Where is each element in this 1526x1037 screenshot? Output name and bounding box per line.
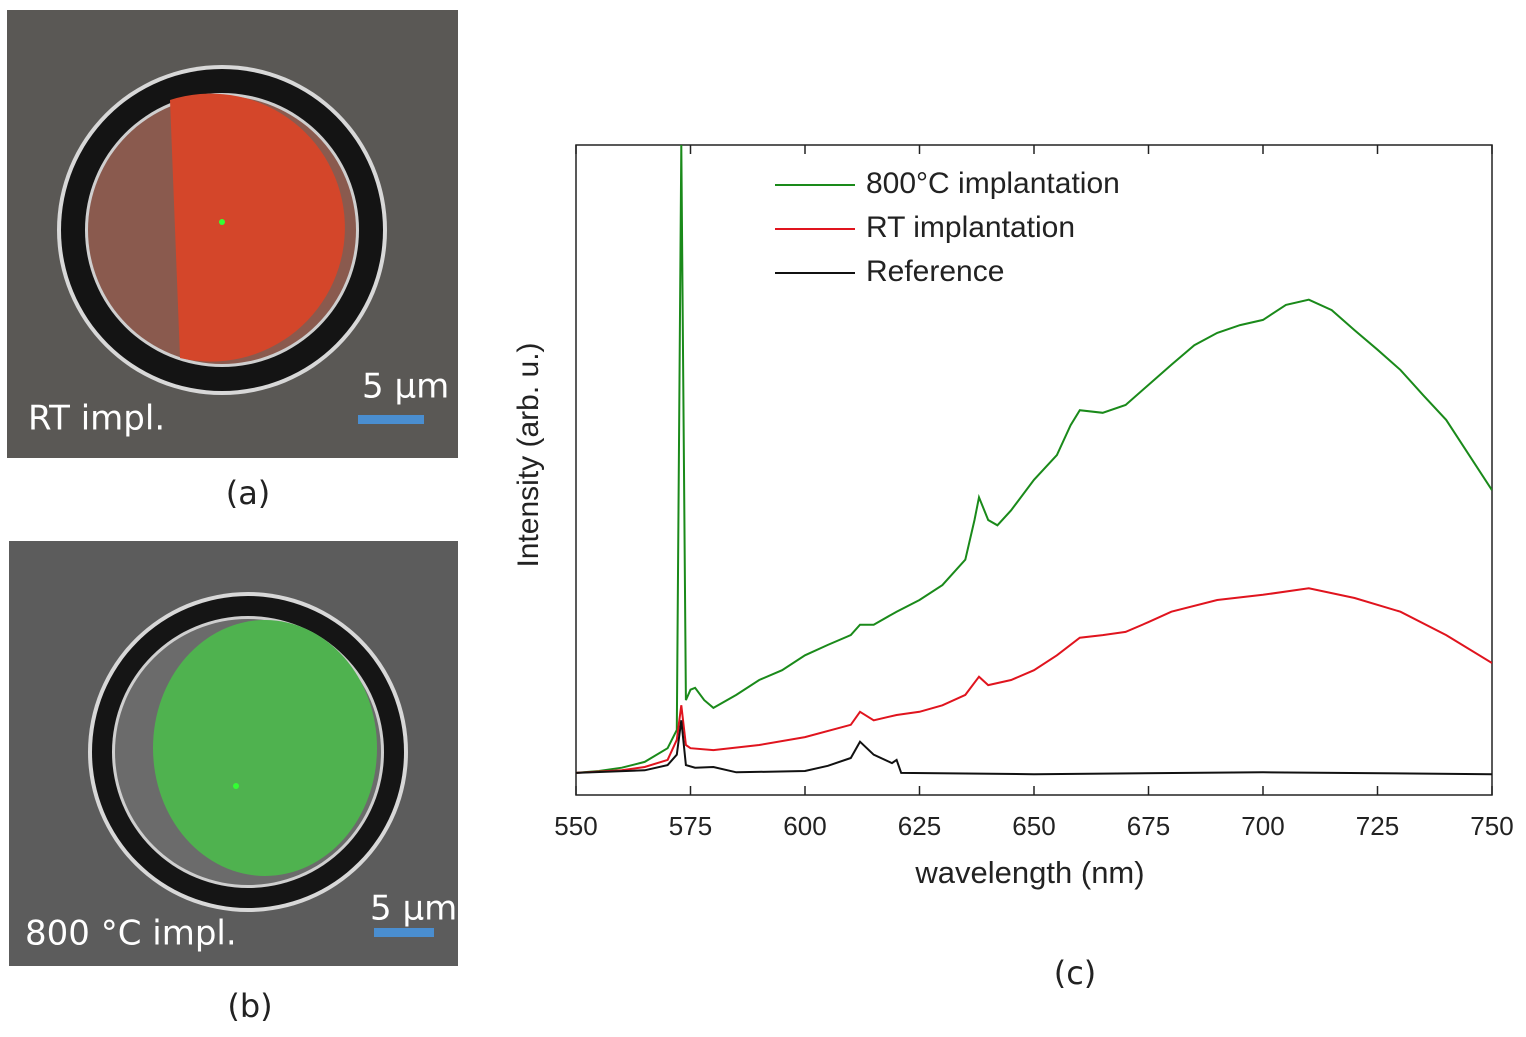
caption: RT impl.: [28, 399, 165, 439]
series-line: [576, 720, 1492, 776]
x-tick-label: 650: [1012, 811, 1055, 841]
scale-label: 5 µm: [362, 367, 449, 407]
series-line: [576, 145, 1492, 774]
legend-label: 800°C implantation: [866, 167, 1120, 200]
caption: 800 °C impl.: [25, 914, 237, 954]
micrograph-b: [9, 541, 458, 966]
legend-label: Reference: [866, 255, 1004, 288]
series-line: [576, 587, 1492, 774]
x-tick-label: 625: [898, 811, 941, 841]
x-tick-label: 675: [1127, 811, 1170, 841]
x-tick-label: 600: [783, 811, 826, 841]
panel-label: (a): [226, 474, 271, 512]
scale-bar: [358, 415, 424, 424]
y-axis-label: Intensity (arb. u.): [512, 342, 545, 567]
scale-label: 5 µm: [370, 889, 457, 929]
scale-bar: [374, 928, 434, 937]
legend-label: RT implantation: [866, 211, 1075, 244]
x-tick-label: 550: [554, 811, 597, 841]
x-tick-label: 750: [1470, 811, 1513, 841]
x-tick-label: 700: [1241, 811, 1284, 841]
x-axis-label: wavelength (nm): [914, 855, 1144, 890]
x-tick-label: 725: [1356, 811, 1399, 841]
panel-label: (b): [227, 987, 272, 1025]
x-tick-label: 575: [669, 811, 712, 841]
panel-label: (c): [1054, 954, 1097, 992]
micrograph-a: [7, 10, 458, 458]
